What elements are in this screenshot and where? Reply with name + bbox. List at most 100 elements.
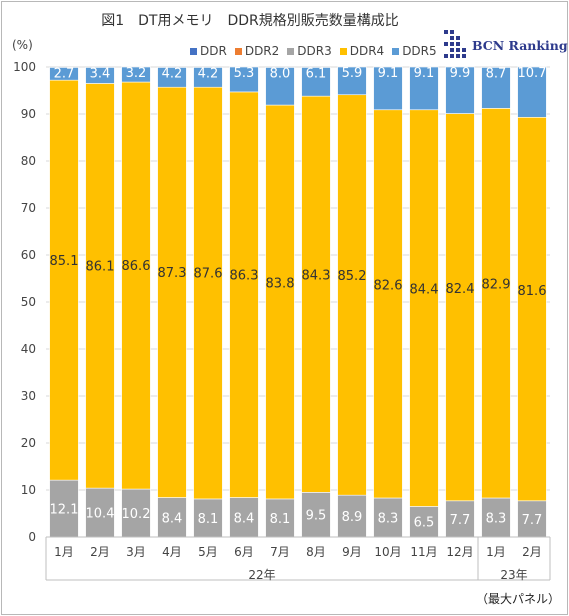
x-tick-label-0: 1月: [54, 545, 74, 559]
data-label-ddr3-7: 9.5: [306, 509, 327, 524]
bar-ddr4-4: [193, 86, 223, 500]
data-label-ddr5-8: 5.9: [342, 66, 363, 81]
data-label-ddr3-8: 8.9: [342, 510, 363, 525]
data-label-ddr4-12: 82.9: [482, 278, 511, 293]
bar-ddr4-2: [121, 81, 151, 490]
group-label-1: 23年: [500, 568, 527, 582]
bar-ddr3-8: [337, 494, 367, 538]
group-label-0: 22年: [248, 568, 275, 582]
legend-swatch-ddr2: [234, 47, 242, 55]
data-label-ddr5-11: 9.9: [450, 66, 471, 81]
bcn-logo-text: BCN Ranking: [472, 37, 568, 53]
y-tick-label-70: 70: [21, 201, 36, 215]
data-label-ddr4-5: 86.3: [230, 268, 259, 283]
bar-ddr3-2: [121, 488, 151, 538]
y-tick-label-0: 0: [28, 530, 36, 544]
y-tick-label-20: 20: [21, 436, 36, 450]
data-label-ddr4-2: 86.6: [122, 259, 151, 274]
bar-ddr5-8: [337, 66, 367, 96]
legend-label-ddr: DDR: [200, 44, 227, 58]
bar-ddr4-1: [85, 83, 115, 489]
data-label-ddr4-8: 85.2: [338, 269, 367, 284]
bar-ddr4-7: [301, 95, 331, 493]
data-label-ddr5-0: 2.7: [54, 66, 75, 81]
legend-swatch-ddr3: [287, 47, 295, 55]
legend-item-ddr3: DDR3: [287, 44, 332, 58]
bar-ddr5-3: [157, 67, 187, 88]
data-label-ddr5-10: 9.1: [414, 66, 435, 81]
data-label-ddr3-0: 12.1: [50, 503, 79, 518]
x-tick-label-1: 2月: [90, 545, 110, 559]
data-label-ddr3-4: 8.1: [198, 512, 219, 527]
data-label-ddr3-10: 6.5: [414, 516, 435, 531]
data-label-ddr4-6: 83.8: [266, 276, 295, 291]
data-label-ddr5-7: 6.1: [306, 66, 327, 81]
legend-item-ddr5: DDR5: [392, 44, 437, 58]
x-tick-label-2: 3月: [126, 545, 146, 559]
bar-ddr4-11: [445, 113, 475, 502]
x-tick-label-7: 8月: [306, 545, 326, 559]
bar-ddr3-3: [157, 497, 187, 538]
bar-ddr5-0: [49, 67, 79, 81]
data-label-ddr4-10: 84.4: [410, 282, 439, 297]
bar-ddr4-6: [265, 104, 295, 500]
legend-item-ddr: DDR: [190, 44, 227, 58]
bar-ddr5-13: [517, 66, 547, 118]
data-label-ddr3-9: 8.3: [378, 511, 399, 526]
bar-ddr5-10: [409, 66, 439, 111]
data-label-ddr3-6: 8.1: [270, 512, 291, 527]
x-tick-label-5: 6月: [234, 545, 254, 559]
bar-ddr5-2: [121, 66, 151, 83]
x-tick-label-3: 4月: [162, 545, 182, 559]
legend-label-ddr3: DDR3: [297, 44, 332, 58]
data-label-ddr3-2: 10.2: [122, 507, 151, 522]
bar-ddr5-12: [481, 67, 511, 109]
data-label-ddr5-5: 5.3: [234, 66, 255, 81]
y-axis-unit: (%): [12, 38, 33, 52]
chart-title: 図1 DT用メモリ DDR規格別販売数量構成比: [101, 13, 399, 29]
bar-ddr5-7: [301, 67, 331, 97]
legend-item-ddr2: DDR2: [234, 44, 279, 58]
bar-ddr4-10: [409, 109, 439, 507]
data-label-ddr5-12: 8.7: [486, 66, 507, 81]
data-label-ddr3-12: 8.3: [486, 511, 507, 526]
bar-ddr5-9: [373, 66, 403, 111]
legend-label-ddr5: DDR5: [402, 44, 437, 58]
y-tick-label-30: 30: [21, 389, 36, 403]
x-tick-label-11: 12月: [446, 545, 473, 559]
data-label-ddr4-0: 85.1: [50, 254, 79, 269]
bcn-logo: BCN Ranking: [444, 30, 568, 60]
y-tick-label-80: 80: [21, 154, 36, 168]
data-label-ddr4-11: 82.4: [446, 282, 475, 297]
data-label-ddr3-1: 10.4: [86, 507, 115, 522]
data-label-ddr4-7: 84.3: [302, 268, 331, 283]
data-label-ddr4-1: 86.1: [86, 260, 115, 275]
x-tick-label-13: 2月: [522, 545, 542, 559]
x-tick-label-4: 5月: [198, 545, 218, 559]
data-label-ddr4-3: 87.3: [158, 266, 187, 281]
legend-swatch-ddr4: [339, 47, 347, 55]
y-tick-label-60: 60: [21, 248, 36, 262]
bar-ddr3-9: [373, 497, 403, 538]
y-tick-label-90: 90: [21, 107, 36, 121]
bar-ddr5-5: [229, 66, 259, 93]
bar-ddr3-7: [301, 492, 331, 538]
bar-ddr3-11: [445, 500, 475, 538]
bar-ddr4-9: [373, 109, 403, 499]
legend-swatch-ddr5: [392, 47, 400, 55]
data-label-ddr3-5: 8.4: [234, 511, 255, 526]
y-tick-label-50: 50: [21, 295, 36, 309]
legend-item-ddr4: DDR4: [339, 44, 385, 58]
bar-ddr4-0: [49, 79, 79, 481]
data-label-ddr5-4: 4.2: [198, 66, 219, 81]
bar-ddr3-12: [481, 497, 511, 538]
bcn-logo-icon: [444, 30, 466, 58]
x-tick-label-9: 10月: [374, 545, 401, 559]
data-label-ddr5-2: 3.2: [126, 66, 147, 81]
bar-ddr4-8: [337, 94, 367, 496]
legend-label-ddr4: DDR4: [349, 44, 385, 58]
y-tick-label-10: 10: [21, 483, 36, 497]
data-label-ddr5-3: 4.2: [162, 66, 183, 81]
bar-ddr3-1: [85, 487, 115, 538]
